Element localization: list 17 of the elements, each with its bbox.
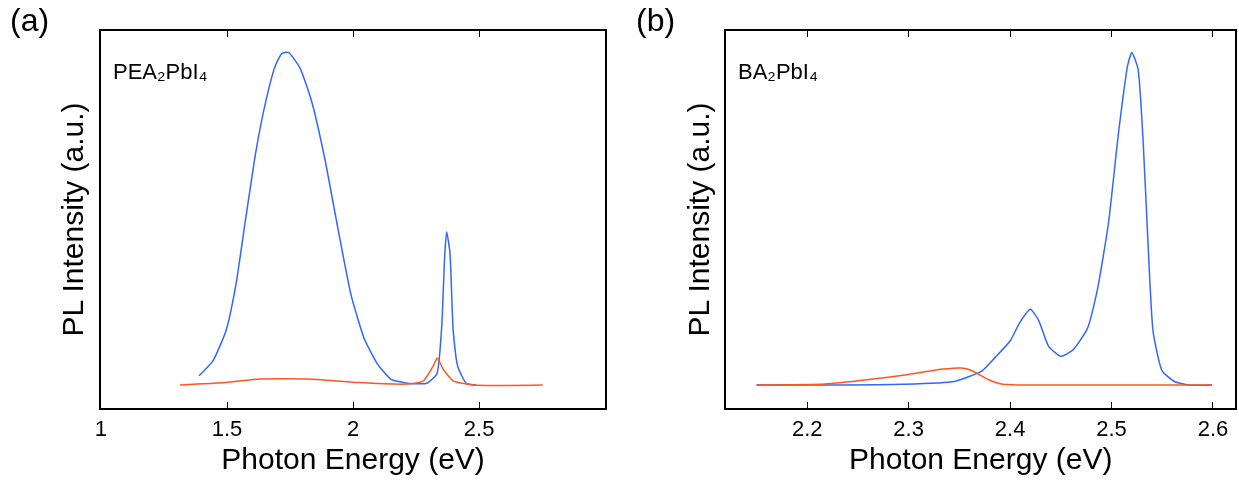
y-axis-title: PL Intensity (a.u.) [56,102,90,337]
annotation: PEA₂PbI₄ [113,59,208,84]
annotation: BA₂PbI₄ [738,59,818,84]
text: (a) [10,2,50,38]
x-axis-title: Photon Energy (eV) [848,442,1113,476]
x-tick-label: 2.3 [893,416,924,442]
x-axis-title: Photon Energy (eV) [221,442,485,476]
x-tick-label: 2.2 [791,416,823,442]
y-axis-title: PL Intensity (a.u.) [681,102,715,337]
x-tick-label: 1.5 [211,416,243,442]
x-tick-label: 2 [346,416,360,442]
x-tick-label: 1 [94,416,108,442]
text: (b) [636,2,676,38]
x-tick-label: 2.5 [1096,416,1127,442]
x-tick-label: 2.6 [1197,416,1229,442]
x-tick-label: 2.5 [463,416,495,442]
x-tick-label: 2.4 [994,416,1026,442]
